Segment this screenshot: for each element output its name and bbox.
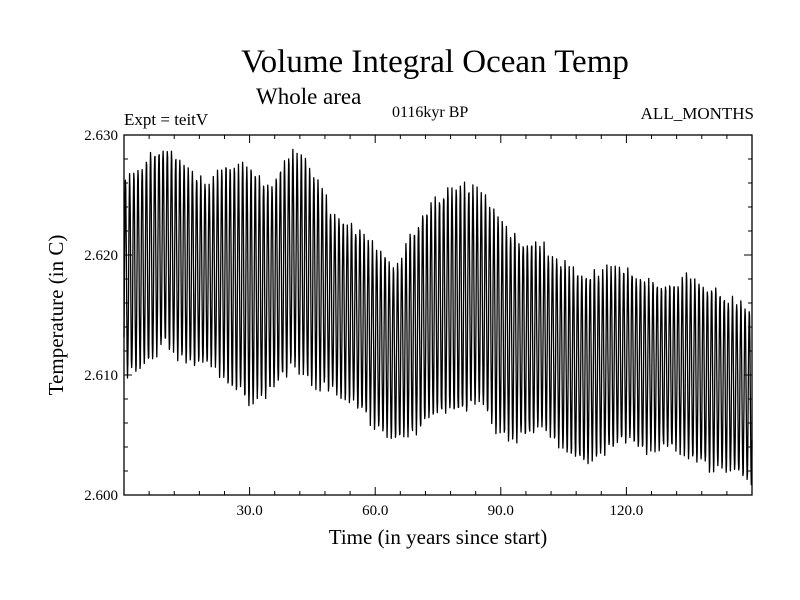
ticks-layer: 2.600 2.610 2.620 2.630 30.0 60.0 90.0 120.0	[84, 128, 752, 519]
season-label: ALL_MONTHS	[640, 104, 754, 123]
plot-frame	[123, 134, 753, 496]
y-tick-label: 2.630	[84, 128, 118, 144]
x-tick-label: 30.0	[236, 503, 262, 519]
chart-subtitle: Whole area	[256, 84, 362, 109]
period-label: 0116kyr BP	[392, 104, 469, 121]
y-tick-label: 2.610	[84, 368, 118, 384]
experiment-label: Expt = teitV	[124, 110, 209, 129]
x-axis-label: Time (in years since start)	[329, 525, 548, 549]
x-tick-label: 90.0	[488, 503, 514, 519]
series-layer	[123, 148, 753, 486]
x-tick-label: 120.0	[610, 503, 644, 519]
temperature-series-line	[123, 148, 753, 486]
y-tick-label: 2.620	[84, 248, 118, 264]
x-tick-label: 60.0	[362, 503, 388, 519]
y-axis-label: Temperature (in C)	[44, 235, 68, 396]
chart-title: Volume Integral Ocean Temp	[241, 44, 629, 80]
y-tick-label: 2.600	[84, 488, 118, 504]
